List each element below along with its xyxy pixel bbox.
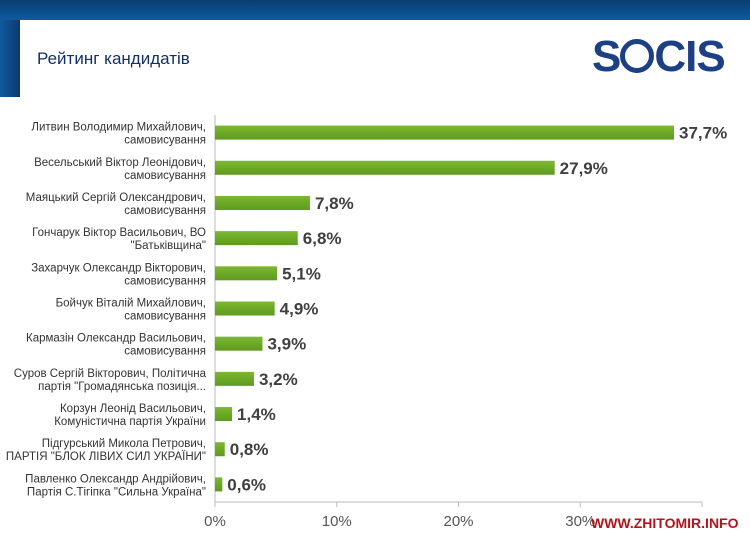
category-label: Підгурський Микола Петрович,: [42, 438, 206, 450]
category-label: Бойчук Віталій Михайлович,: [56, 298, 206, 310]
category-label: Захарчук Олександр Вікторович,: [31, 262, 206, 274]
category-label: Литвин Володимир Михайлович,: [31, 122, 206, 134]
category-label: Павленко Олександр Андрійович,: [25, 473, 206, 485]
data-label: 3,9%: [267, 335, 306, 354]
category-label: самовисування: [124, 205, 206, 217]
data-label: 0,8%: [230, 440, 269, 459]
bar: [215, 442, 225, 457]
bar: [215, 336, 263, 351]
category-label: самовисування: [124, 275, 206, 287]
bar: [215, 231, 298, 246]
x-tick-label: 30%: [565, 513, 595, 530]
category-label: Гончарук Віктор Васильович, ВО: [32, 227, 206, 239]
bar: [215, 195, 310, 210]
category-label: Маяцький Сергій Олександрович,: [26, 192, 206, 204]
bar: [215, 477, 223, 492]
data-label: 7,8%: [315, 194, 354, 213]
header-stripe: [0, 20, 20, 97]
category-label: Весельський Віктор Леонідович,: [34, 157, 206, 169]
bar: [215, 407, 233, 422]
category-label: Кармазін Олександр Васильович,: [26, 333, 206, 345]
data-label: 6,8%: [303, 229, 342, 248]
x-tick-label: 20%: [443, 513, 473, 530]
data-label: 27,9%: [560, 159, 608, 178]
socis-logo: S CIS: [592, 32, 726, 81]
bar: [215, 266, 278, 281]
watermark: WWW.ZHITOMIR.INFO: [591, 515, 739, 531]
category-label: Комуністична партія України: [54, 416, 206, 428]
bar: [215, 160, 555, 175]
data-label: 37,7%: [679, 124, 727, 143]
category-label: самовисування: [124, 170, 206, 182]
category-label: самовисування: [124, 346, 206, 358]
data-label: 0,6%: [227, 475, 266, 494]
category-label: Суров Сергій Вікторович, Політична: [14, 368, 207, 380]
data-label: 1,4%: [237, 405, 276, 424]
x-tick-label: 0%: [204, 513, 226, 530]
category-label: "Батьківщина": [131, 240, 206, 252]
category-label: самовисування: [124, 135, 206, 147]
bar: [215, 301, 275, 316]
category-label: самовисування: [124, 311, 206, 323]
header-band: [0, 0, 750, 20]
bar: [215, 371, 254, 386]
bar: [215, 125, 674, 140]
category-label: ПАРТІЯ "БЛОК ЛІВИХ СИЛ УКРАЇНИ": [6, 451, 206, 463]
data-label: 4,9%: [280, 300, 319, 319]
category-label: Корзун Леонід Васильович,: [60, 403, 206, 415]
category-label: партія "Громадянська позиція...: [38, 381, 206, 393]
x-tick-label: 10%: [322, 513, 352, 530]
data-label: 3,2%: [259, 370, 298, 389]
category-label: Партія С.Тігіпка "Сильна Україна": [27, 486, 206, 498]
data-label: 5,1%: [282, 264, 321, 283]
page-title: Рейтинг кандидатів: [37, 49, 190, 68]
